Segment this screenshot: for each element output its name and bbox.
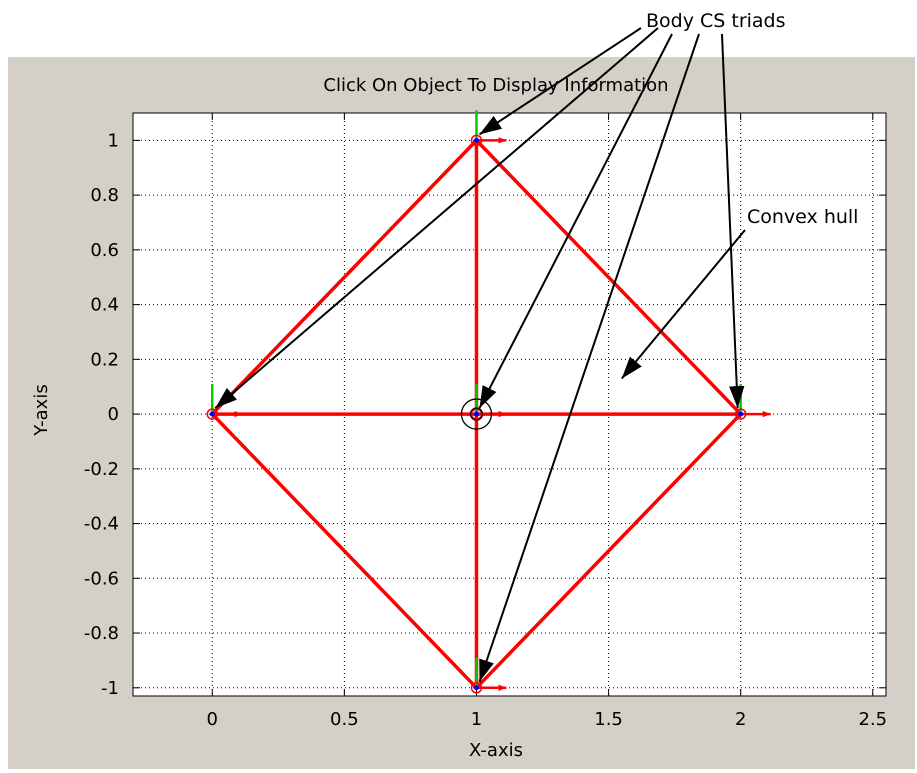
y-tick-label: -0.6 — [84, 568, 119, 589]
y-tick-label: 0 — [108, 404, 119, 425]
hull-edge[interactable] — [474, 412, 743, 690]
annotation-arrow-body-cs — [478, 33, 700, 683]
body-point-dot[interactable] — [738, 411, 744, 417]
y-axis-label: Y-axis — [31, 384, 52, 436]
y-tick-label: 1 — [108, 130, 119, 151]
hull-edge[interactable] — [210, 412, 479, 690]
y-tick-label: -0.4 — [84, 514, 119, 535]
annotation-arrow-convex-hull — [621, 229, 746, 380]
annotation-body-cs-triads: Body CS triads — [646, 10, 786, 32]
annotation-arrows — [214, 27, 746, 683]
x-tick-label: 2 — [735, 709, 746, 730]
x-tick-label: 2.5 — [858, 709, 887, 730]
selected-point-ring — [460, 398, 493, 430]
body-point-circle[interactable] — [470, 408, 483, 420]
y-tick-label: -0.2 — [84, 459, 119, 480]
annotation-arrow-body-cs — [478, 27, 642, 136]
y-tick-label: -1 — [101, 678, 119, 699]
body-point-circle[interactable] — [734, 408, 747, 420]
hull-edge[interactable] — [210, 138, 479, 416]
x-tick-label: 0.5 — [330, 709, 359, 730]
selection-marker — [460, 398, 493, 430]
x-tick-label: 0 — [207, 709, 218, 730]
y-tick-labels: 1 0.8 0.6 0.4 0.2 0 -0.2 -0.4 -0.6 -0.8 -1 — [84, 130, 119, 698]
body-point-dot[interactable] — [209, 411, 215, 417]
body-point-circle[interactable] — [470, 682, 483, 694]
body-point-dot[interactable] — [473, 411, 479, 417]
body-point-dot[interactable] — [473, 137, 479, 143]
x-tick-label: 1.5 — [594, 709, 623, 730]
x-tick-labels: 0 0.5 1 1.5 2 2.5 — [207, 709, 888, 730]
y-tick-label: -0.8 — [84, 623, 119, 644]
y-tick-label: 0.8 — [90, 185, 119, 206]
y-tick-label: 0.4 — [90, 295, 119, 316]
annotation-arrow-body-cs — [478, 33, 673, 409]
hull-edge[interactable] — [474, 138, 743, 416]
axes-frame — [132, 112, 887, 697]
body-point-circle[interactable] — [206, 408, 219, 420]
x-axis-label: X-axis — [469, 740, 523, 761]
y-tick-label: 0.6 — [90, 240, 119, 261]
body-point-dot[interactable] — [473, 685, 479, 691]
selected-point-inner-ring — [469, 407, 484, 421]
body-points[interactable] — [206, 134, 747, 694]
plot-area[interactable] — [133, 113, 886, 696]
x-tick-label: 1 — [471, 709, 482, 730]
y-tick-label: 0.2 — [90, 349, 119, 370]
body-point-circle[interactable] — [470, 134, 483, 147]
annotation-arrow-body-cs — [214, 27, 659, 409]
grid-lines — [133, 113, 886, 696]
annotation-convex-hull: Convex hull — [747, 206, 858, 228]
plot-title: Click On Object To Display Information — [323, 75, 668, 96]
annotation-arrow-body-cs — [721, 33, 745, 409]
